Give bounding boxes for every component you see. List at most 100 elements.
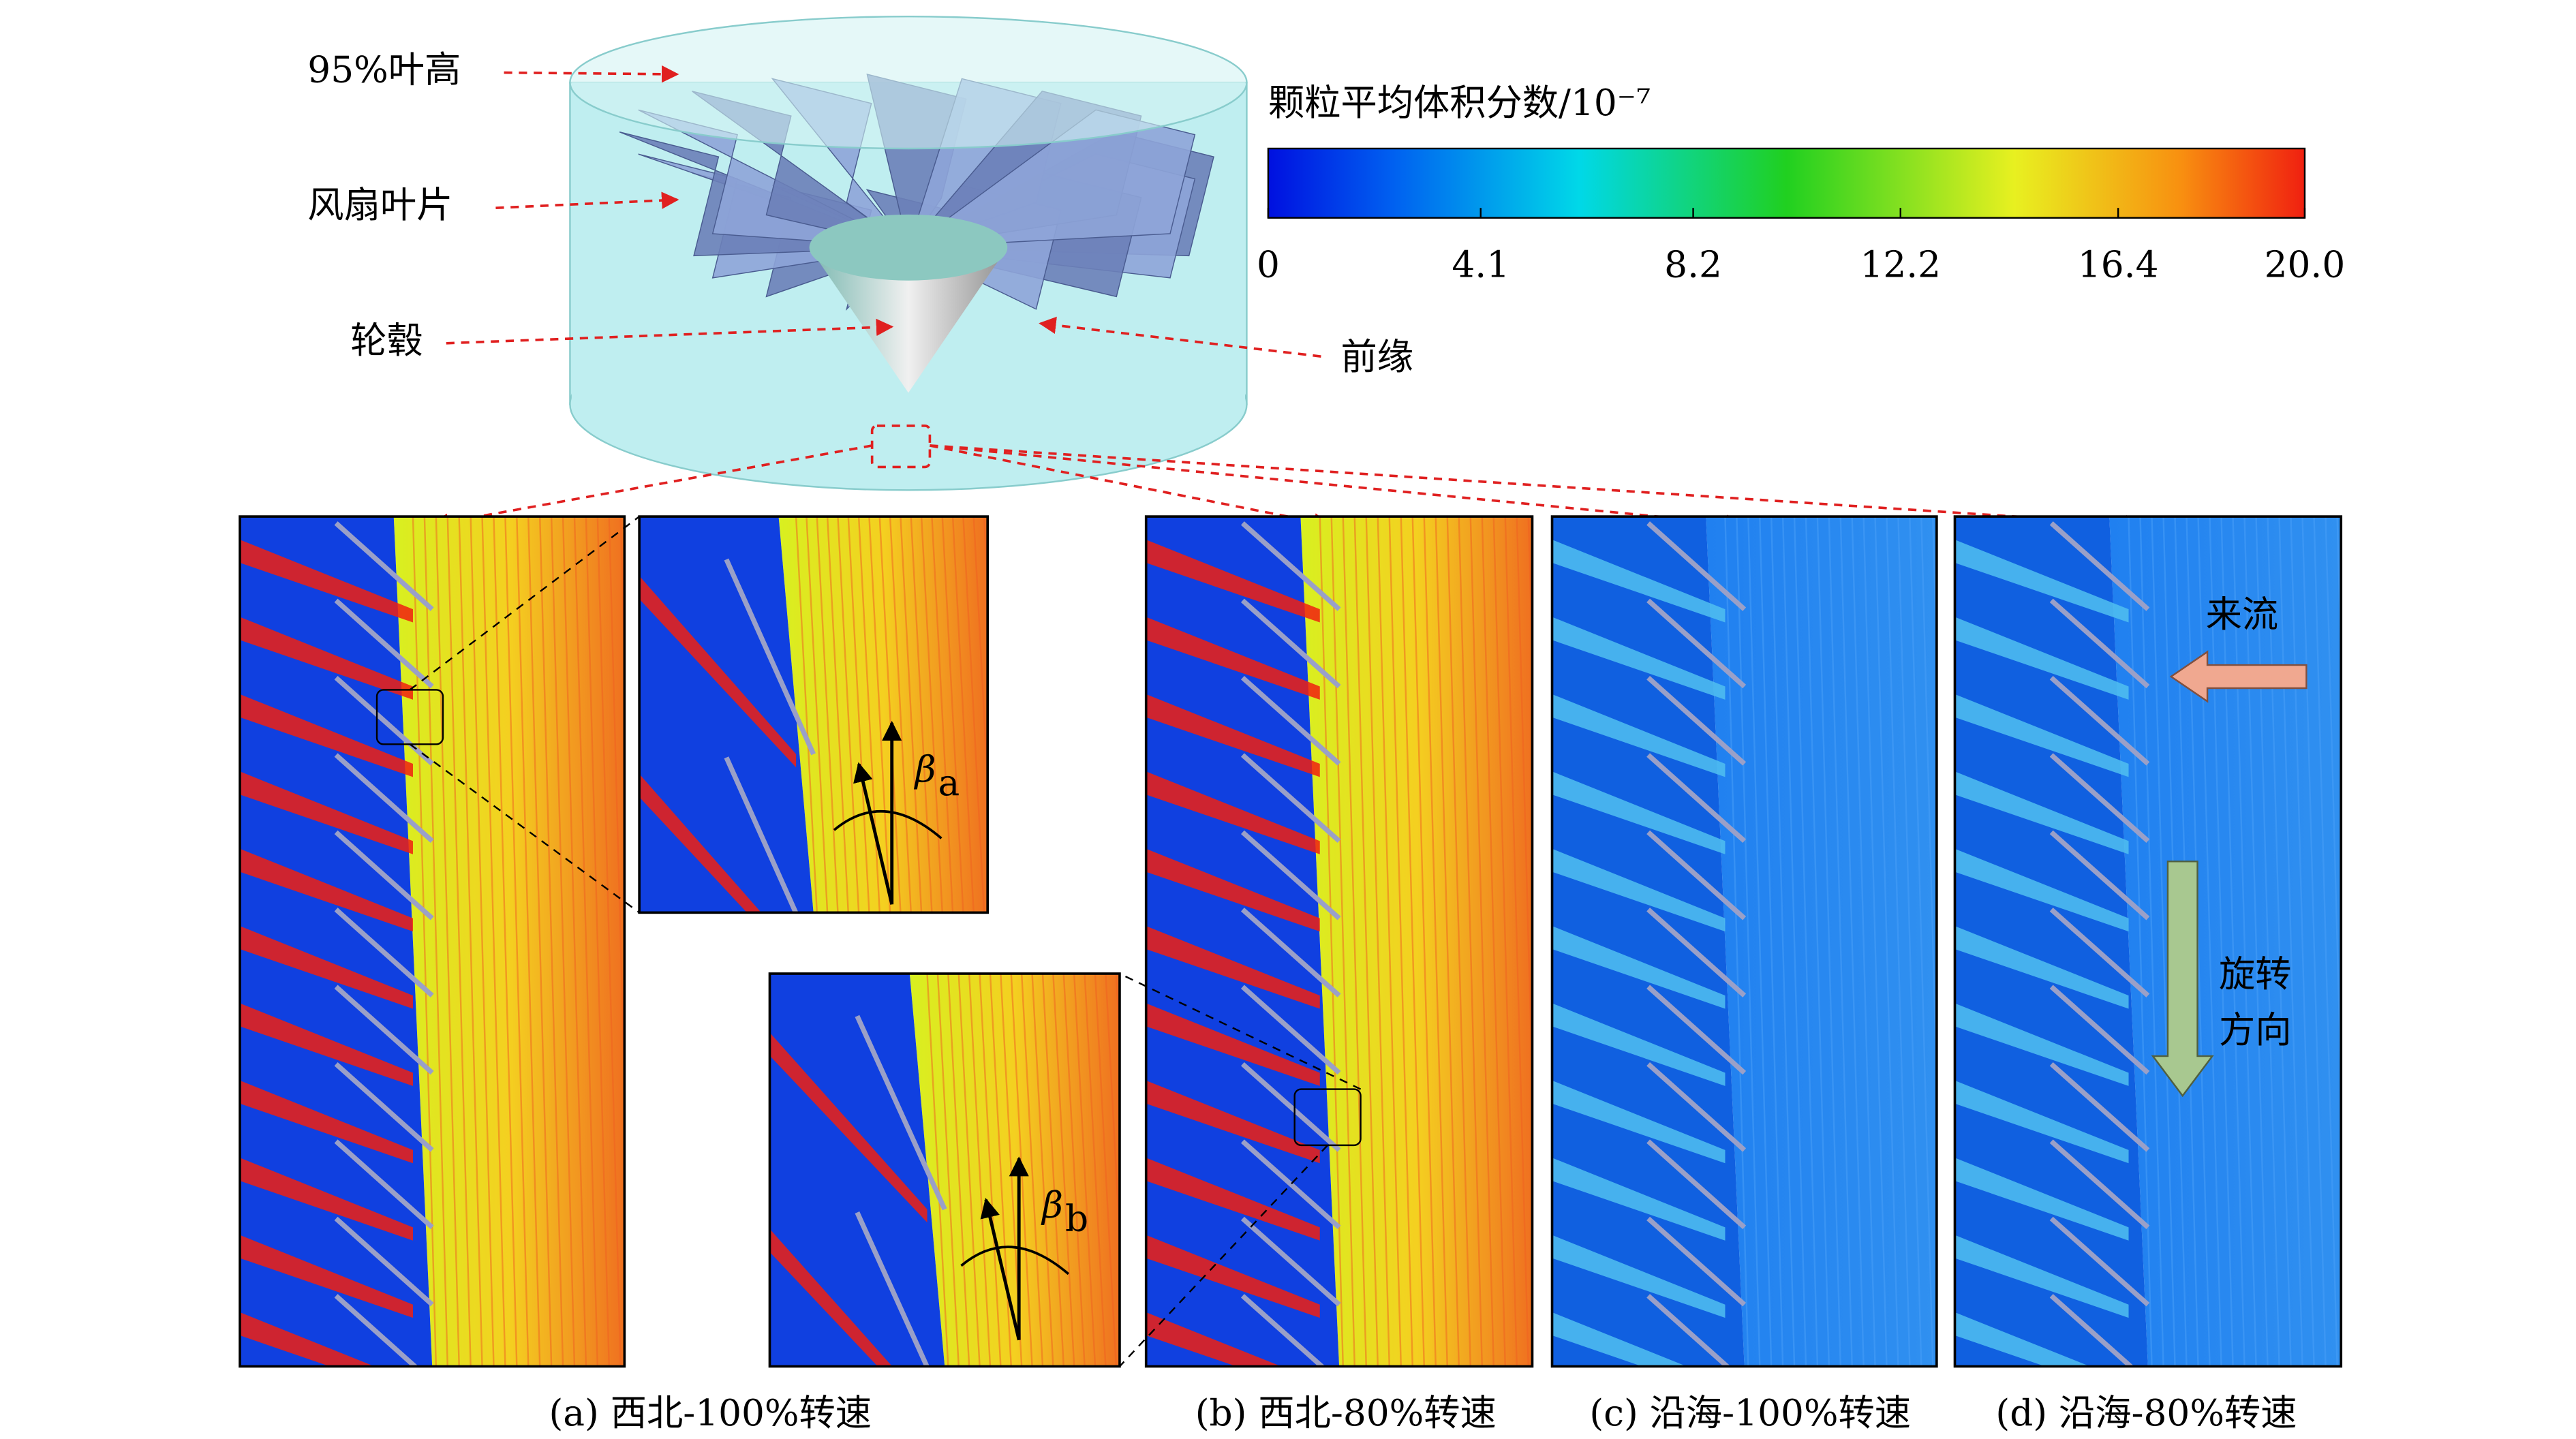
- passage-region: [639, 516, 814, 913]
- particle-streak: [240, 926, 413, 1009]
- streak: [2313, 516, 2338, 1367]
- streak: [936, 973, 960, 1367]
- particle-streak: [240, 1003, 413, 1086]
- streak: [957, 973, 981, 1367]
- blade-section: [2049, 598, 2150, 689]
- contour-panel: [1954, 516, 2384, 1367]
- blade-section: [334, 521, 434, 611]
- blade-section: [2049, 675, 2150, 766]
- arrow: [1039, 316, 1321, 358]
- streak: [1005, 516, 1026, 912]
- blade-section: [2049, 753, 2150, 844]
- streak: [941, 516, 964, 913]
- zoom-line: [409, 516, 640, 691]
- particle-streak: [1552, 1235, 1726, 1318]
- blade-section: [2049, 1294, 2134, 1367]
- streak: [458, 516, 483, 1367]
- upstream-region: [2109, 516, 2342, 1367]
- streak: [2301, 516, 2327, 1367]
- blade-section: [1646, 598, 1747, 689]
- blade-section: [1240, 1216, 1341, 1307]
- streak: [1031, 973, 1054, 1367]
- flow-arrow: [980, 1197, 1021, 1341]
- streak: [1886, 516, 1911, 1367]
- blade-section: [1646, 908, 1747, 997]
- particle-streak: [1954, 617, 2129, 700]
- contour-panel: [1146, 516, 1533, 1367]
- streak: [1920, 516, 1937, 1114]
- leader-lines: [431, 65, 2143, 533]
- cylinder-top: [569, 16, 1248, 150]
- streak: [806, 516, 829, 913]
- blade-section: [2049, 830, 2150, 920]
- arrow: [930, 444, 1744, 532]
- streak: [1015, 516, 1037, 912]
- streak: [926, 973, 949, 1367]
- streak: [816, 516, 839, 913]
- upstream-region: [1300, 516, 1533, 1367]
- blade-section: [1240, 753, 1341, 844]
- zoom-line: [409, 743, 640, 914]
- streak: [1492, 516, 1518, 1367]
- annotation: 方向: [2219, 1009, 2292, 1051]
- streak: [1342, 516, 1367, 1367]
- angle-label: β: [914, 749, 936, 791]
- streak: [900, 516, 923, 913]
- streak: [562, 516, 587, 1367]
- streak: [493, 516, 518, 1367]
- streak: [2361, 516, 2384, 1366]
- particle-streak: [1552, 540, 1726, 623]
- particle-streak: [1146, 540, 1320, 623]
- flow-arrow: [853, 762, 894, 905]
- streak: [1094, 973, 1118, 1367]
- streak: [962, 516, 985, 913]
- streak: [1816, 516, 1841, 1367]
- streak: [868, 516, 891, 913]
- blade-section: [1240, 1062, 1341, 1152]
- particle-streak: [1552, 1003, 1726, 1086]
- particle-streak: [1146, 771, 1320, 854]
- angle-arc: [960, 1245, 1070, 1275]
- arrow: [930, 444, 2143, 533]
- colorbar-tick-label: 20.0: [2265, 243, 2346, 285]
- particle-streak: [1954, 1003, 2129, 1086]
- angle-arc: [833, 810, 942, 839]
- blade-section: [1240, 1139, 1341, 1230]
- particle-streak: [1954, 848, 2129, 932]
- blade-section: [1646, 1216, 1747, 1307]
- streak: [1909, 516, 1934, 1367]
- caption: (d) 沿海-80%转速: [1995, 1392, 2297, 1434]
- streak: [596, 516, 622, 1367]
- caption: (a) 西北-100%转速: [549, 1392, 872, 1434]
- blade-section: [724, 756, 799, 913]
- streak: [1105, 973, 1120, 1251]
- colorbar-tick-label: 8.2: [1664, 243, 1722, 285]
- streak: [1862, 516, 1888, 1367]
- streak: [878, 516, 902, 913]
- streak: [1388, 516, 1413, 1367]
- blade-section: [1646, 830, 1747, 920]
- particle-streak: [1954, 540, 2129, 623]
- streak: [2325, 516, 2342, 1114]
- panel-frame: [239, 515, 626, 1368]
- streak: [1411, 516, 1437, 1367]
- blade-section: [1646, 1139, 1747, 1230]
- hub-top: [809, 214, 1008, 281]
- streak: [2349, 516, 2372, 1366]
- streak: [1084, 973, 1107, 1367]
- colorbar-tick-label: 4.1: [1452, 243, 1509, 285]
- streak: [2267, 516, 2292, 1367]
- blade-section: [334, 753, 434, 844]
- streak: [920, 516, 943, 913]
- streak: [837, 516, 860, 913]
- label: 轮毂: [350, 320, 423, 362]
- streak: [435, 516, 460, 1367]
- streak: [1126, 974, 1148, 1366]
- particle-streak: [240, 617, 413, 700]
- label: 95%叶高: [307, 49, 461, 91]
- caption: (b) 西北-80%转速: [1195, 1392, 1497, 1434]
- particle-streak: [1146, 694, 1320, 777]
- blade-section: [1240, 1294, 1326, 1367]
- streak: [573, 516, 599, 1367]
